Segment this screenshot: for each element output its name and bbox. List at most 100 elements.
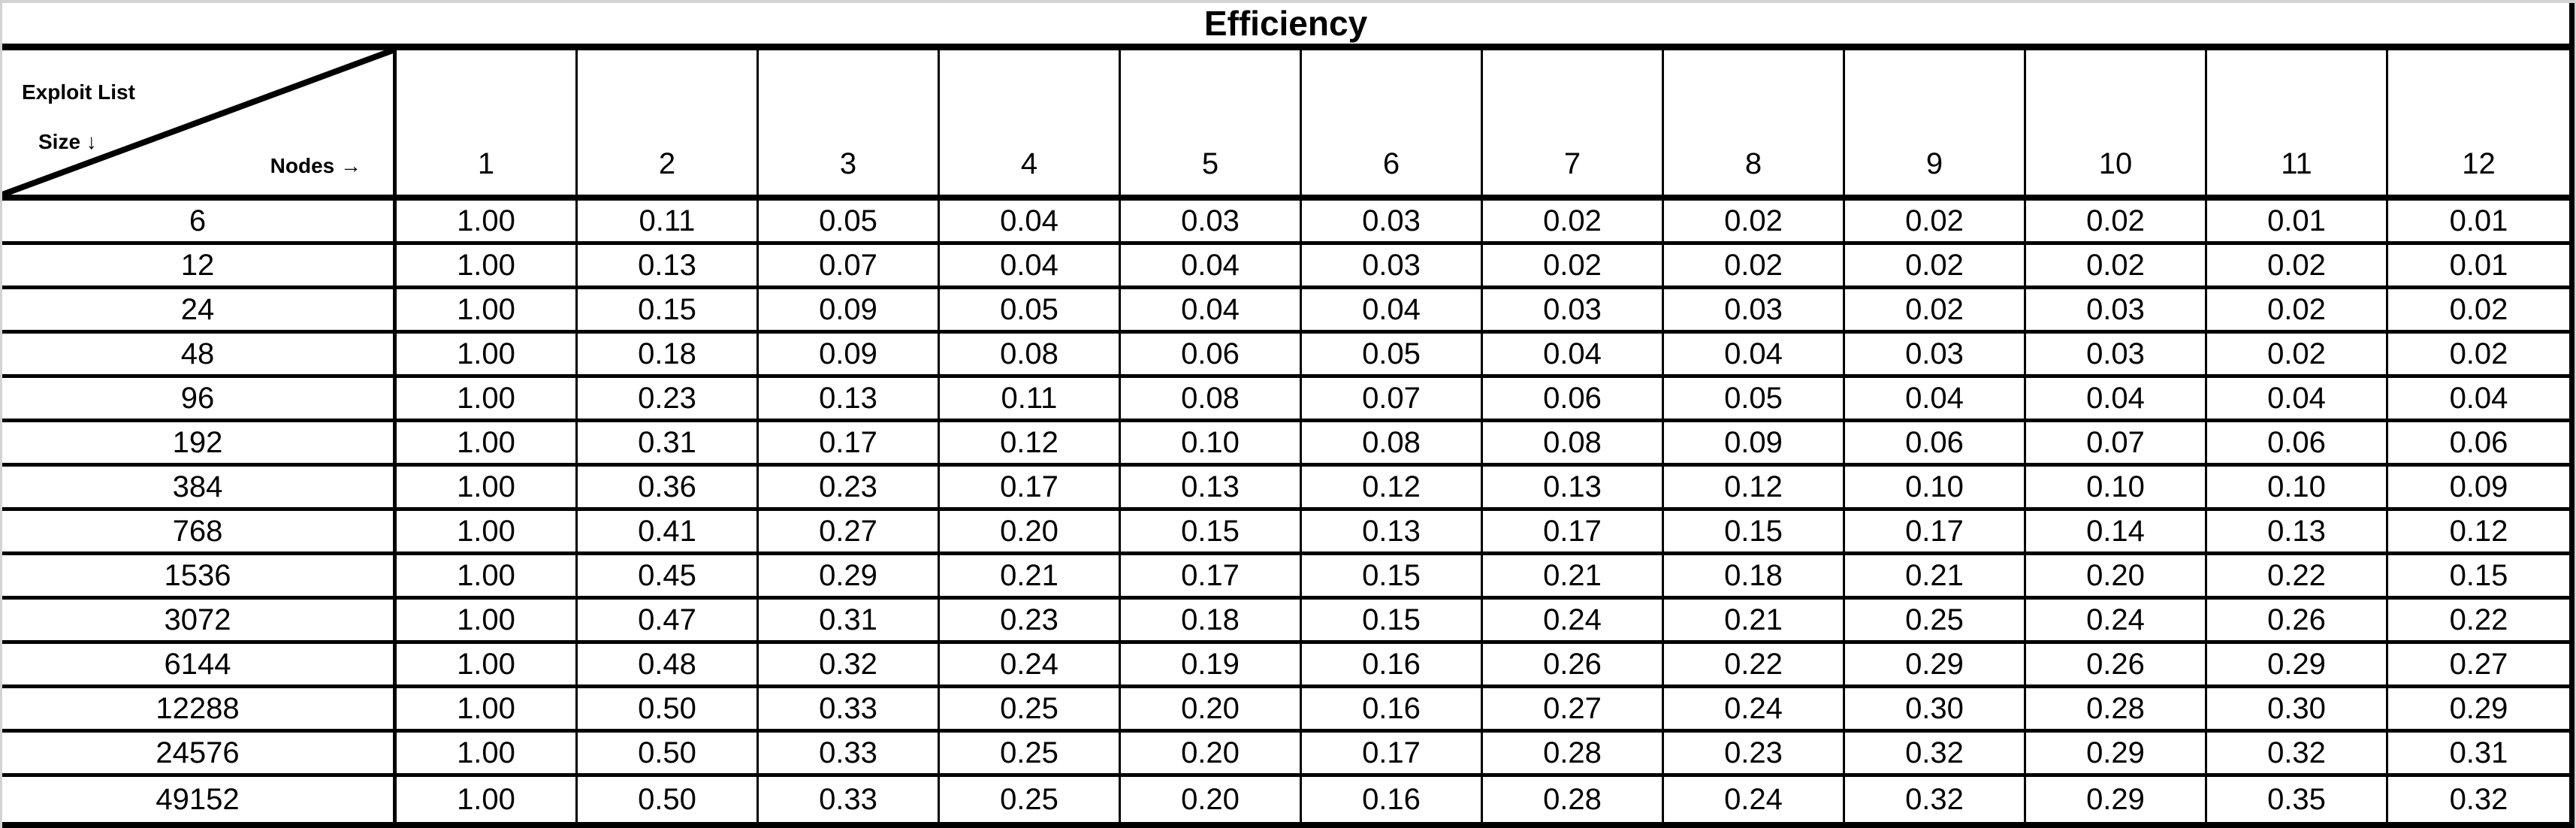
value-cell: 0.27	[1483, 688, 1664, 733]
value-cell: 1.00	[397, 467, 578, 511]
value-cell: 0.12	[940, 422, 1121, 467]
value-cell: 0.32	[1845, 777, 2026, 822]
value-cell: 1.00	[397, 245, 578, 289]
value-cell: 0.17	[759, 422, 940, 467]
value-cell: 0.03	[2026, 289, 2207, 334]
value-cell: 0.13	[1483, 467, 1664, 511]
value-cell: 0.06	[2388, 422, 2569, 467]
value-cell: 0.18	[1664, 555, 1845, 600]
column-header-7: 7	[1483, 50, 1664, 201]
value-cell: 0.28	[1483, 777, 1664, 822]
value-cell: 0.21	[1845, 555, 2026, 600]
value-cell: 0.05	[759, 201, 940, 245]
value-cell: 0.03	[1302, 245, 1483, 289]
value-cell: 0.01	[2207, 201, 2388, 245]
value-cell: 0.19	[1121, 644, 1302, 688]
value-cell: 0.28	[2026, 688, 2207, 733]
value-cell: 0.27	[2388, 644, 2569, 688]
row-label-1536: 1536	[2, 555, 397, 600]
value-cell: 0.29	[759, 555, 940, 600]
value-cell: 0.03	[2026, 334, 2207, 378]
value-cell: 1.00	[397, 378, 578, 422]
value-cell: 1.00	[397, 733, 578, 777]
row-label-48: 48	[2, 334, 397, 378]
value-cell: 0.04	[1664, 334, 1845, 378]
value-cell: 1.00	[397, 644, 578, 688]
value-cell: 0.04	[2026, 378, 2207, 422]
value-cell: 0.21	[1664, 600, 1845, 644]
diagonal-divider-line	[2, 50, 393, 195]
value-cell: 1.00	[397, 688, 578, 733]
value-cell: 0.08	[1302, 422, 1483, 467]
value-cell: 0.09	[759, 289, 940, 334]
value-cell: 0.10	[2026, 467, 2207, 511]
value-cell: 0.17	[1302, 733, 1483, 777]
value-cell: 0.02	[2388, 289, 2569, 334]
value-cell: 0.25	[1845, 600, 2026, 644]
spreadsheet-sheet: Efficiency Exploit List Size ↓ Nodes → 1…	[2, 3, 2574, 828]
value-cell: 0.02	[2026, 245, 2207, 289]
value-cell: 0.06	[1845, 422, 2026, 467]
row-label-6: 6	[2, 201, 397, 245]
column-header-2: 2	[578, 50, 759, 201]
row-label-49152: 49152	[2, 777, 397, 822]
row-label-768: 768	[2, 511, 397, 555]
efficiency-table: Exploit List Size ↓ Nodes → 1 2 3 4 5 6 7 8 9 10 1…	[2, 44, 2569, 828]
column-header-11: 11	[2207, 50, 2388, 201]
value-cell: 0.04	[1483, 334, 1664, 378]
value-cell: 1.00	[397, 555, 578, 600]
value-cell: 0.03	[1121, 201, 1302, 245]
value-cell: 0.41	[578, 511, 759, 555]
value-cell: 0.02	[1845, 201, 2026, 245]
value-cell: 0.18	[578, 334, 759, 378]
value-cell: 0.20	[1121, 733, 1302, 777]
value-cell: 0.06	[1483, 378, 1664, 422]
value-cell: 0.23	[940, 600, 1121, 644]
value-cell: 0.03	[1845, 334, 2026, 378]
value-cell: 0.27	[759, 511, 940, 555]
value-cell: 0.32	[2207, 733, 2388, 777]
value-cell: 0.18	[1121, 600, 1302, 644]
value-cell: 0.13	[2207, 511, 2388, 555]
value-cell: 0.24	[2026, 600, 2207, 644]
value-cell: 0.04	[1121, 245, 1302, 289]
corner-label-exploit-list: Exploit List	[22, 80, 135, 104]
value-cell: 0.02	[1845, 245, 2026, 289]
value-cell: 1.00	[397, 511, 578, 555]
value-cell: 0.50	[578, 688, 759, 733]
value-cell: 0.17	[1845, 511, 2026, 555]
value-cell: 0.09	[759, 334, 940, 378]
value-cell: 0.02	[1664, 245, 1845, 289]
value-cell: 0.25	[940, 733, 1121, 777]
value-cell: 0.17	[940, 467, 1121, 511]
value-cell: 0.47	[578, 600, 759, 644]
row-label-192: 192	[2, 422, 397, 467]
value-cell: 0.26	[2207, 600, 2388, 644]
value-cell: 0.02	[1483, 201, 1664, 245]
value-cell: 0.05	[940, 289, 1121, 334]
value-cell: 0.48	[578, 644, 759, 688]
value-cell: 0.02	[1483, 245, 1664, 289]
value-cell: 0.25	[940, 688, 1121, 733]
value-cell: 0.30	[2207, 688, 2388, 733]
value-cell: 0.05	[1302, 334, 1483, 378]
row-label-24576: 24576	[2, 733, 397, 777]
value-cell: 0.08	[940, 334, 1121, 378]
value-cell: 0.17	[1483, 511, 1664, 555]
value-cell: 0.14	[2026, 511, 2207, 555]
corner-label-nodes-right-arrow: Nodes →	[270, 154, 361, 177]
value-cell: 0.12	[2388, 511, 2569, 555]
value-cell: 0.12	[1302, 467, 1483, 511]
value-cell: 0.04	[1845, 378, 2026, 422]
value-cell: 0.13	[759, 378, 940, 422]
value-cell: 0.20	[1121, 777, 1302, 822]
value-cell: 0.13	[1302, 511, 1483, 555]
row-label-12: 12	[2, 245, 397, 289]
row-label-24: 24	[2, 289, 397, 334]
value-cell: 0.29	[2026, 733, 2207, 777]
value-cell: 0.20	[1121, 688, 1302, 733]
value-cell: 0.15	[1664, 511, 1845, 555]
value-cell: 0.29	[1845, 644, 2026, 688]
corner-label-size-down-arrow: Size ↓	[38, 130, 97, 153]
value-cell: 0.45	[578, 555, 759, 600]
